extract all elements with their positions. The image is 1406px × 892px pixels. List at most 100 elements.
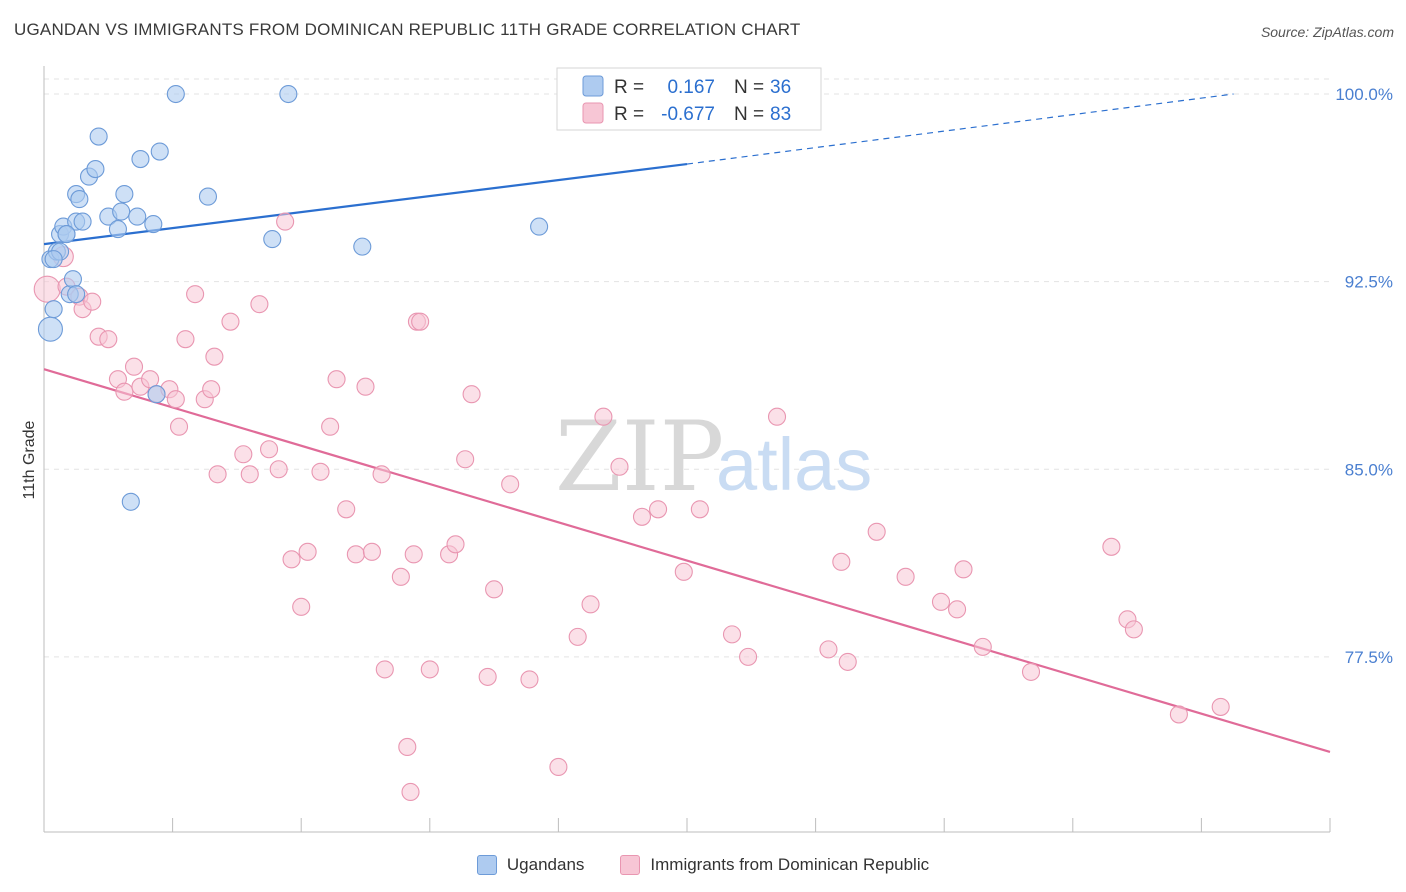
legend-n-value: 36 xyxy=(770,77,791,98)
legend-n-value: 83 xyxy=(770,104,791,125)
data-point-dominican xyxy=(411,312,430,331)
data-point-dominican xyxy=(205,347,224,366)
data-point-dominican xyxy=(141,370,160,389)
data-point-ugandan xyxy=(279,84,298,104)
y-tick-label: 85.0% xyxy=(1345,460,1393,479)
data-point-ugandan xyxy=(144,215,163,234)
data-point-dominican xyxy=(240,465,259,484)
data-point-dominican xyxy=(292,597,311,616)
data-point-dominican xyxy=(327,370,346,389)
watermark-atlas: atlas xyxy=(716,423,872,506)
data-point-dominican xyxy=(1102,537,1121,556)
data-point-dominican xyxy=(404,545,423,564)
legend-item-ugandans: Ugandans xyxy=(476,855,585,875)
data-point-ugandan xyxy=(530,217,549,236)
correlation-legend: R = 0.167 N = 36 R = -0.677 N = 83 xyxy=(556,67,822,131)
data-point-dominican xyxy=(115,382,134,401)
data-point-dominican xyxy=(549,757,568,777)
data-point-dominican xyxy=(594,407,613,426)
legend-label-dominican: Immigrants from Dominican Republic xyxy=(650,855,930,874)
data-point-ugandan xyxy=(121,492,140,511)
legend-swatch-pink xyxy=(582,102,604,124)
data-point-ugandan xyxy=(86,160,105,179)
data-point-ugandan xyxy=(166,84,185,104)
data-point-dominican xyxy=(234,445,253,464)
legend-n-label: N = xyxy=(734,104,764,125)
trend-line-dominican xyxy=(43,368,1331,754)
data-point-dominican xyxy=(391,567,410,586)
data-point-dominican xyxy=(568,627,587,646)
data-point-dominican xyxy=(501,475,520,494)
data-point-dominican xyxy=(520,670,539,689)
data-point-dominican xyxy=(298,542,317,561)
y-axis-title: 11th Grade xyxy=(21,420,38,499)
legend-r-value: 0.167 xyxy=(667,77,715,98)
data-point-ugandan xyxy=(67,285,86,304)
data-point-ugandan xyxy=(57,225,76,244)
data-point-ugandan xyxy=(128,207,147,226)
legend-r-label: R = xyxy=(614,77,644,98)
data-point-dominican xyxy=(896,567,915,586)
data-point-dominican xyxy=(202,380,221,399)
data-point-dominican xyxy=(838,652,857,671)
legend-r-value: -0.677 xyxy=(661,104,715,125)
legend-swatch-blue xyxy=(476,855,497,875)
y-tick-label: 77.5% xyxy=(1345,648,1393,667)
data-point-dominican xyxy=(954,560,973,579)
data-point-dominican xyxy=(401,782,420,802)
legend-r-label: R = xyxy=(614,104,644,125)
data-point-ugandan xyxy=(115,185,134,204)
data-point-dominican xyxy=(649,500,668,519)
data-point-dominican xyxy=(931,592,951,611)
data-point-ugandan xyxy=(44,250,63,269)
data-point-dominican xyxy=(221,312,240,331)
series-dominican-points xyxy=(33,212,1230,802)
data-point-dominican xyxy=(632,507,652,526)
data-point-dominican xyxy=(948,600,967,619)
data-point-dominican xyxy=(478,667,497,686)
data-point-dominican xyxy=(259,440,279,459)
data-point-dominican xyxy=(485,580,504,599)
data-point-dominican xyxy=(346,545,365,564)
legend-swatch-pink xyxy=(620,855,641,875)
data-point-dominican xyxy=(767,407,787,426)
legend-swatch-blue xyxy=(582,75,604,97)
data-point-ugandan xyxy=(44,300,63,319)
data-point-ugandan xyxy=(131,150,150,169)
data-point-dominican xyxy=(372,465,391,484)
y-tick-label: 92.5% xyxy=(1345,273,1393,292)
data-point-dominican xyxy=(250,295,269,314)
data-point-dominican xyxy=(819,640,838,659)
data-point-dominican xyxy=(1124,620,1143,639)
data-point-dominican xyxy=(269,460,288,479)
data-point-dominican xyxy=(398,737,417,756)
legend-label-ugandans: Ugandans xyxy=(506,855,585,874)
data-point-dominican xyxy=(581,595,600,614)
data-point-ugandan xyxy=(63,270,82,289)
data-point-dominican xyxy=(1021,662,1041,681)
data-point-dominican xyxy=(690,500,709,519)
data-point-dominican xyxy=(99,330,118,349)
data-point-ugandan xyxy=(89,127,108,146)
data-point-ugandan xyxy=(70,190,89,209)
data-point-ugandan xyxy=(263,230,282,249)
data-point-dominican xyxy=(722,625,742,644)
legend-n-label: N = xyxy=(734,77,764,98)
data-point-dominican xyxy=(337,500,356,519)
data-point-dominican xyxy=(282,550,301,569)
data-point-dominican xyxy=(462,385,481,404)
data-point-dominican xyxy=(186,285,205,304)
data-point-dominican xyxy=(832,552,851,571)
series-ugandan-points xyxy=(37,84,549,511)
data-point-ugandan xyxy=(112,202,131,221)
data-point-dominican xyxy=(321,417,340,436)
data-point-dominican xyxy=(420,660,439,679)
y-tick-labels: 77.5% 85.0% 92.5% 100.0% xyxy=(1335,85,1393,667)
data-point-ugandan xyxy=(353,237,372,256)
watermark-zip: ZIP xyxy=(555,401,724,513)
y-tick-label: 100.0% xyxy=(1335,85,1393,104)
data-point-dominican xyxy=(1211,697,1230,716)
data-point-dominican xyxy=(33,275,61,303)
